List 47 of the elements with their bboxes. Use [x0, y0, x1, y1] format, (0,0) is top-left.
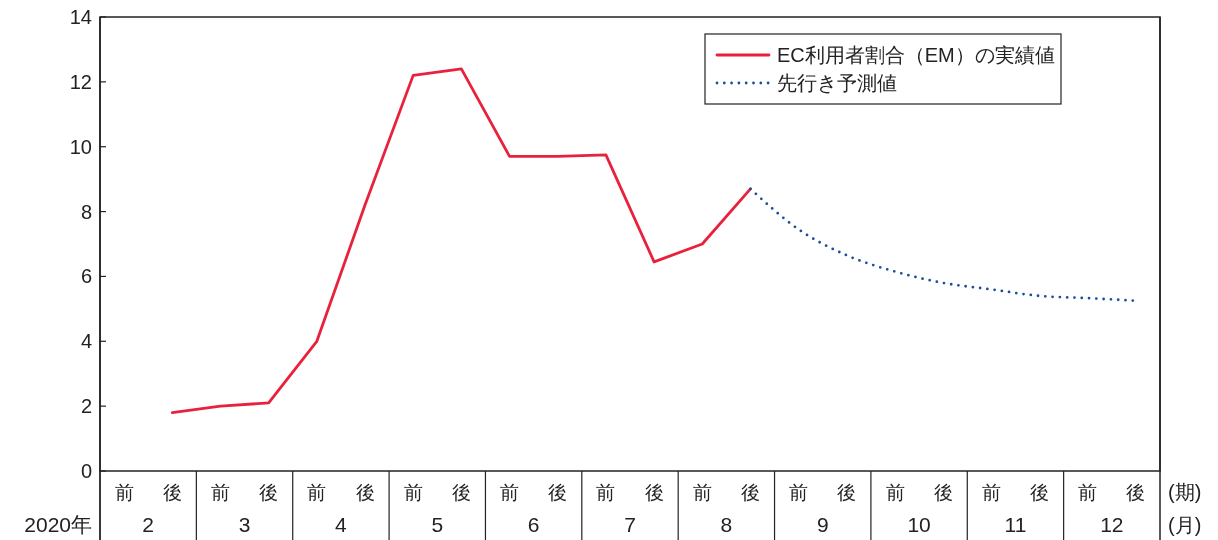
x-tick-label: 前	[981, 481, 1001, 503]
x-tick-label: 前	[114, 481, 134, 503]
x-axis-title: (期)	[1168, 481, 1202, 503]
x-tick-label: 後	[644, 481, 664, 503]
x-tick-label: 前	[1078, 481, 1098, 503]
legend-label: EC利用者割合（EM）の実績値	[777, 44, 1055, 66]
text: 11	[1004, 513, 1027, 537]
x-tick-label: 前	[596, 481, 616, 503]
x-tick-label: 後	[837, 481, 857, 503]
text: 10	[907, 513, 931, 537]
x-tick-label: 後	[451, 481, 471, 503]
text: 3	[238, 513, 251, 537]
x-tick-label: 後	[1126, 481, 1146, 503]
x-tick-label: 後	[740, 481, 760, 503]
x-tick-label: 後	[548, 481, 568, 503]
x-tick-label: 前	[307, 481, 327, 503]
y-tick-label: 0	[80, 460, 92, 482]
text: 5	[431, 513, 444, 537]
text: 6	[527, 513, 540, 537]
text: 8	[720, 513, 733, 537]
y-tick-label: 12	[69, 70, 92, 93]
line-series	[170, 67, 752, 415]
y-tick-label: 6	[80, 265, 92, 288]
y-tick-label: 8	[80, 200, 92, 223]
text: 12	[1100, 513, 1124, 537]
text: 9	[816, 513, 829, 537]
text: 7	[624, 513, 636, 537]
text: 4	[335, 513, 348, 537]
x-tick-label: 前	[885, 481, 905, 503]
x-tick-label: 前	[789, 481, 809, 503]
y-tick-label: 14	[69, 6, 92, 28]
y-tick-label: 4	[80, 330, 92, 353]
x-tick-label: 前	[500, 481, 520, 503]
x-tick-label: 後	[933, 481, 953, 503]
x-tick-label: 後	[1030, 481, 1050, 503]
x-tick-label: 前	[692, 481, 712, 503]
y-tick-label: 10	[69, 135, 92, 158]
x-tick-label: 前	[403, 481, 423, 503]
y-tick-label: 2	[80, 395, 92, 418]
legend-label: 先行き予測値	[777, 72, 897, 94]
x-tick-label: 後	[355, 481, 375, 503]
x-tick-label: 後	[162, 481, 182, 503]
text: 2020年	[24, 513, 92, 537]
x-tick-label: 後	[259, 481, 279, 503]
text: 2	[142, 513, 155, 537]
x-tick-label: 前	[210, 481, 230, 503]
text: (月)	[1168, 514, 1202, 536]
